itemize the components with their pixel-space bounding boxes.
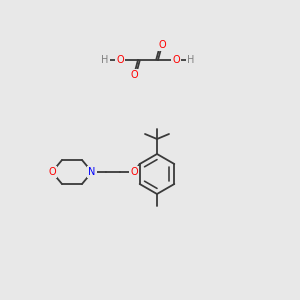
Text: H: H (101, 55, 109, 65)
Text: O: O (48, 167, 56, 177)
Text: O: O (172, 55, 180, 65)
Text: O: O (130, 167, 138, 177)
Text: H: H (187, 55, 195, 65)
Text: O: O (116, 55, 124, 65)
Text: O: O (158, 40, 166, 50)
Text: N: N (88, 167, 96, 177)
Text: O: O (130, 70, 138, 80)
